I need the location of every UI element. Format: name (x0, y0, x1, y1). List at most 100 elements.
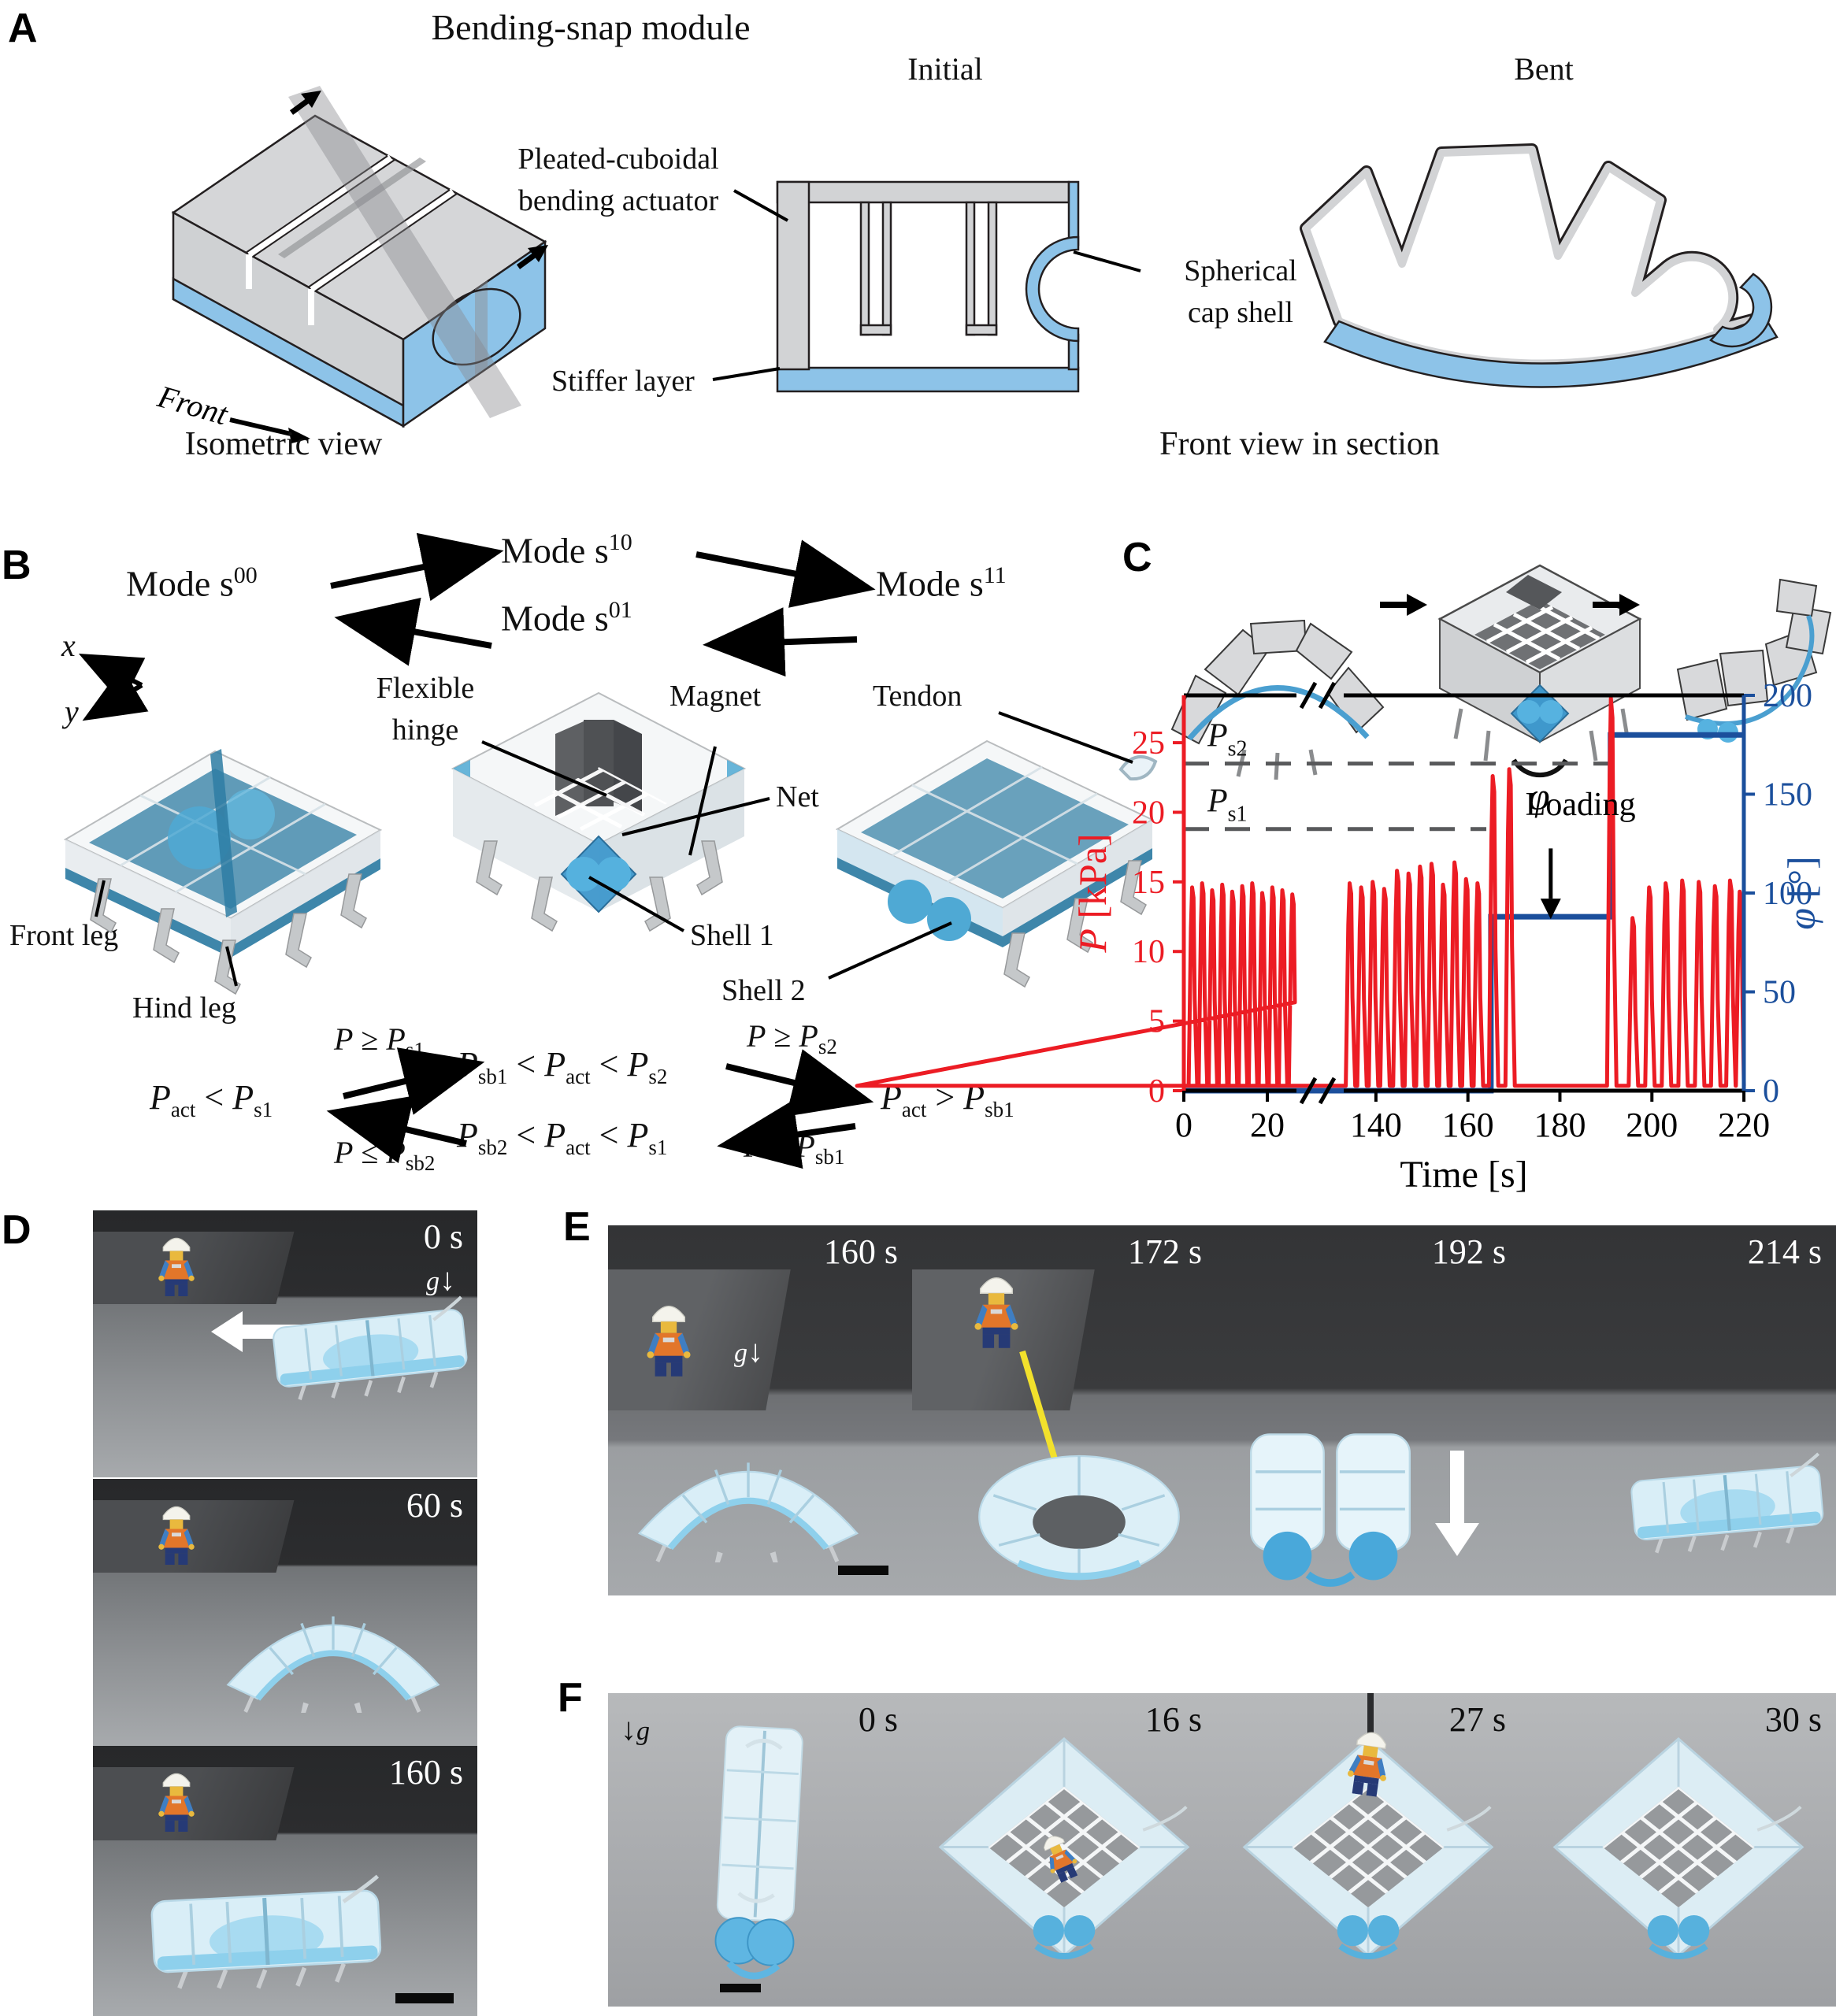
panel-c-label: C (1122, 535, 1152, 580)
photo-frame-f2: 16 s (912, 1693, 1216, 2007)
robot-photo (1232, 1427, 1429, 1588)
loading-annotation: Loading (1526, 787, 1636, 920)
threshold-lines: Ps2 Ps1 (1184, 718, 1611, 832)
svg-text:Loading: Loading (1526, 787, 1636, 823)
minifig-figure (974, 1273, 1019, 1348)
robot-photo (630, 1443, 866, 1562)
phi-angle-label: φ (1528, 774, 1550, 818)
down-arrow-icon: ↓ (747, 1333, 763, 1369)
mode-sequence-illustrations: φ (1170, 564, 1832, 818)
timestamp: 60 s (406, 1486, 463, 1525)
robot-mode-s11-drawing (835, 739, 1158, 988)
shell1-label: Shell 1 (690, 919, 774, 952)
photo-frame-e3: 192 s (1216, 1225, 1520, 1595)
photo-frame-d1: g↓ 0 s (93, 1210, 477, 1477)
cond-ge-ps2: P ≥ Ps2 (747, 1018, 837, 1058)
initial-section-drawing (776, 180, 1080, 393)
scale-bar (395, 1993, 454, 2003)
cond-ge-ps1: P ≥ Ps1 (334, 1021, 425, 1062)
svg-text:Time [s]: Time [s] (1400, 1154, 1527, 1195)
photo-frame-d3: 160 s (93, 1746, 477, 2016)
robot-photo (961, 1449, 1197, 1584)
svg-text:100: 100 (1763, 876, 1812, 912)
minifig-figure (646, 1301, 692, 1377)
sequence-arrow-icons (1380, 594, 1640, 616)
bent-section-drawing (1300, 143, 1779, 388)
panel-a-label: A (8, 6, 38, 51)
x-axis-label: x (61, 628, 76, 663)
timestamp: 172 s (1127, 1232, 1202, 1271)
svg-text:φ [°]: φ [°] (1779, 856, 1823, 929)
curled-module-illustration (1676, 578, 1832, 743)
state-eq-s01: Psb2 < Pact < Ps1 (457, 1116, 668, 1159)
state-eq-s10: Psb1 < Pact < Ps2 (457, 1045, 668, 1088)
isometric-caption: Isometric view (184, 426, 383, 462)
svg-text:0: 0 (1175, 1106, 1192, 1144)
svg-text:5: 5 (1148, 1004, 1165, 1040)
svg-text:150: 150 (1763, 777, 1812, 813)
box-folded-illustration: φ (1437, 564, 1642, 818)
svg-text:25: 25 (1132, 725, 1165, 762)
photo-frame-e1: g↓ 160 s (608, 1225, 912, 1595)
front-label: Front (154, 378, 232, 432)
scale-bar (838, 1566, 888, 1575)
cond-le-psb2: P ≤ Psb2 (334, 1135, 436, 1175)
photo-frame-f1: ↓g 0 s (608, 1693, 912, 2007)
minifig-figure (158, 1234, 195, 1296)
mode-s11-label: Mode s11 (876, 562, 1007, 604)
hind-leg-label: Hind leg (132, 991, 236, 1025)
svg-text:140: 140 (1350, 1106, 1402, 1144)
timestamp: 160 s (823, 1232, 898, 1271)
flexible-hinge-label: Flexible hinge (376, 672, 475, 747)
panel-b-label: B (2, 543, 32, 588)
panel-f-label: F (558, 1675, 583, 1721)
svg-text:P [kPa]: P [kPa] (1070, 833, 1115, 953)
mode-s01-label: Mode s01 (501, 597, 632, 639)
isometric-module-drawing: Front (154, 86, 548, 443)
spherical-cap-label: Spherical cap shell (1184, 254, 1297, 330)
svg-text:15: 15 (1132, 865, 1165, 901)
svg-text:10: 10 (1132, 934, 1165, 970)
timestamp: 0 s (858, 1700, 898, 1739)
svg-text:Ps1: Ps1 (1207, 784, 1248, 827)
timestamp: 30 s (1764, 1700, 1822, 1739)
svg-text:20: 20 (1250, 1106, 1285, 1144)
timestamp: 214 s (1747, 1232, 1822, 1271)
svg-text:200: 200 (1626, 1106, 1678, 1144)
tendon-label: Tendon (873, 680, 963, 713)
y-axis-label: y (65, 694, 79, 729)
down-arrow-icon: ↓ (440, 1262, 455, 1297)
cond-le-psb1: P ≤ Psb1 (744, 1128, 845, 1169)
svg-text:220: 220 (1718, 1106, 1770, 1144)
svg-text:160: 160 (1442, 1106, 1494, 1144)
timestamp: 160 s (388, 1753, 463, 1792)
pressure-angle-chart: Ps2 Ps1 0 5 10 15 20 25 0 50 100 150 200 0 20 140 160 180… (855, 678, 1823, 1195)
section-plane-arrow-icons (289, 91, 548, 269)
section-caption: Front view in section (1159, 426, 1440, 462)
mode-s10-label: Mode s10 (501, 529, 632, 571)
direction-arrow-icon (211, 1311, 313, 1352)
minifig-figure (158, 1770, 195, 1832)
robot-photo (694, 1718, 822, 1984)
robot-photo (1625, 1450, 1829, 1558)
panel-e-label: E (563, 1204, 591, 1250)
robot-photo (146, 1872, 388, 1995)
svg-text:Ps2: Ps2 (1207, 718, 1248, 762)
shell2-label: Shell 2 (721, 974, 806, 1007)
mode-s00-label: Mode s00 (126, 562, 258, 604)
magnet-label: Magnet (669, 680, 762, 713)
panel-d-label: D (2, 1207, 32, 1253)
photo-frame-e4: 214 s (1520, 1225, 1836, 1595)
photo-frame-f3: 27 s (1216, 1693, 1520, 2007)
stiffer-layer-label: Stiffer layer (551, 365, 695, 398)
svg-text:0: 0 (1148, 1073, 1165, 1110)
svg-text:0: 0 (1763, 1073, 1779, 1110)
gravity-annotation: ↓g (621, 1711, 650, 1747)
scale-bar (720, 1984, 761, 1992)
gravity-annotation: g↓ (426, 1262, 455, 1297)
timestamp: 27 s (1448, 1700, 1506, 1739)
gravity-annotation: g↓ (734, 1333, 763, 1369)
state-eq-s00: Pact < Ps1 (150, 1078, 273, 1121)
minifig-figure (158, 1503, 195, 1565)
